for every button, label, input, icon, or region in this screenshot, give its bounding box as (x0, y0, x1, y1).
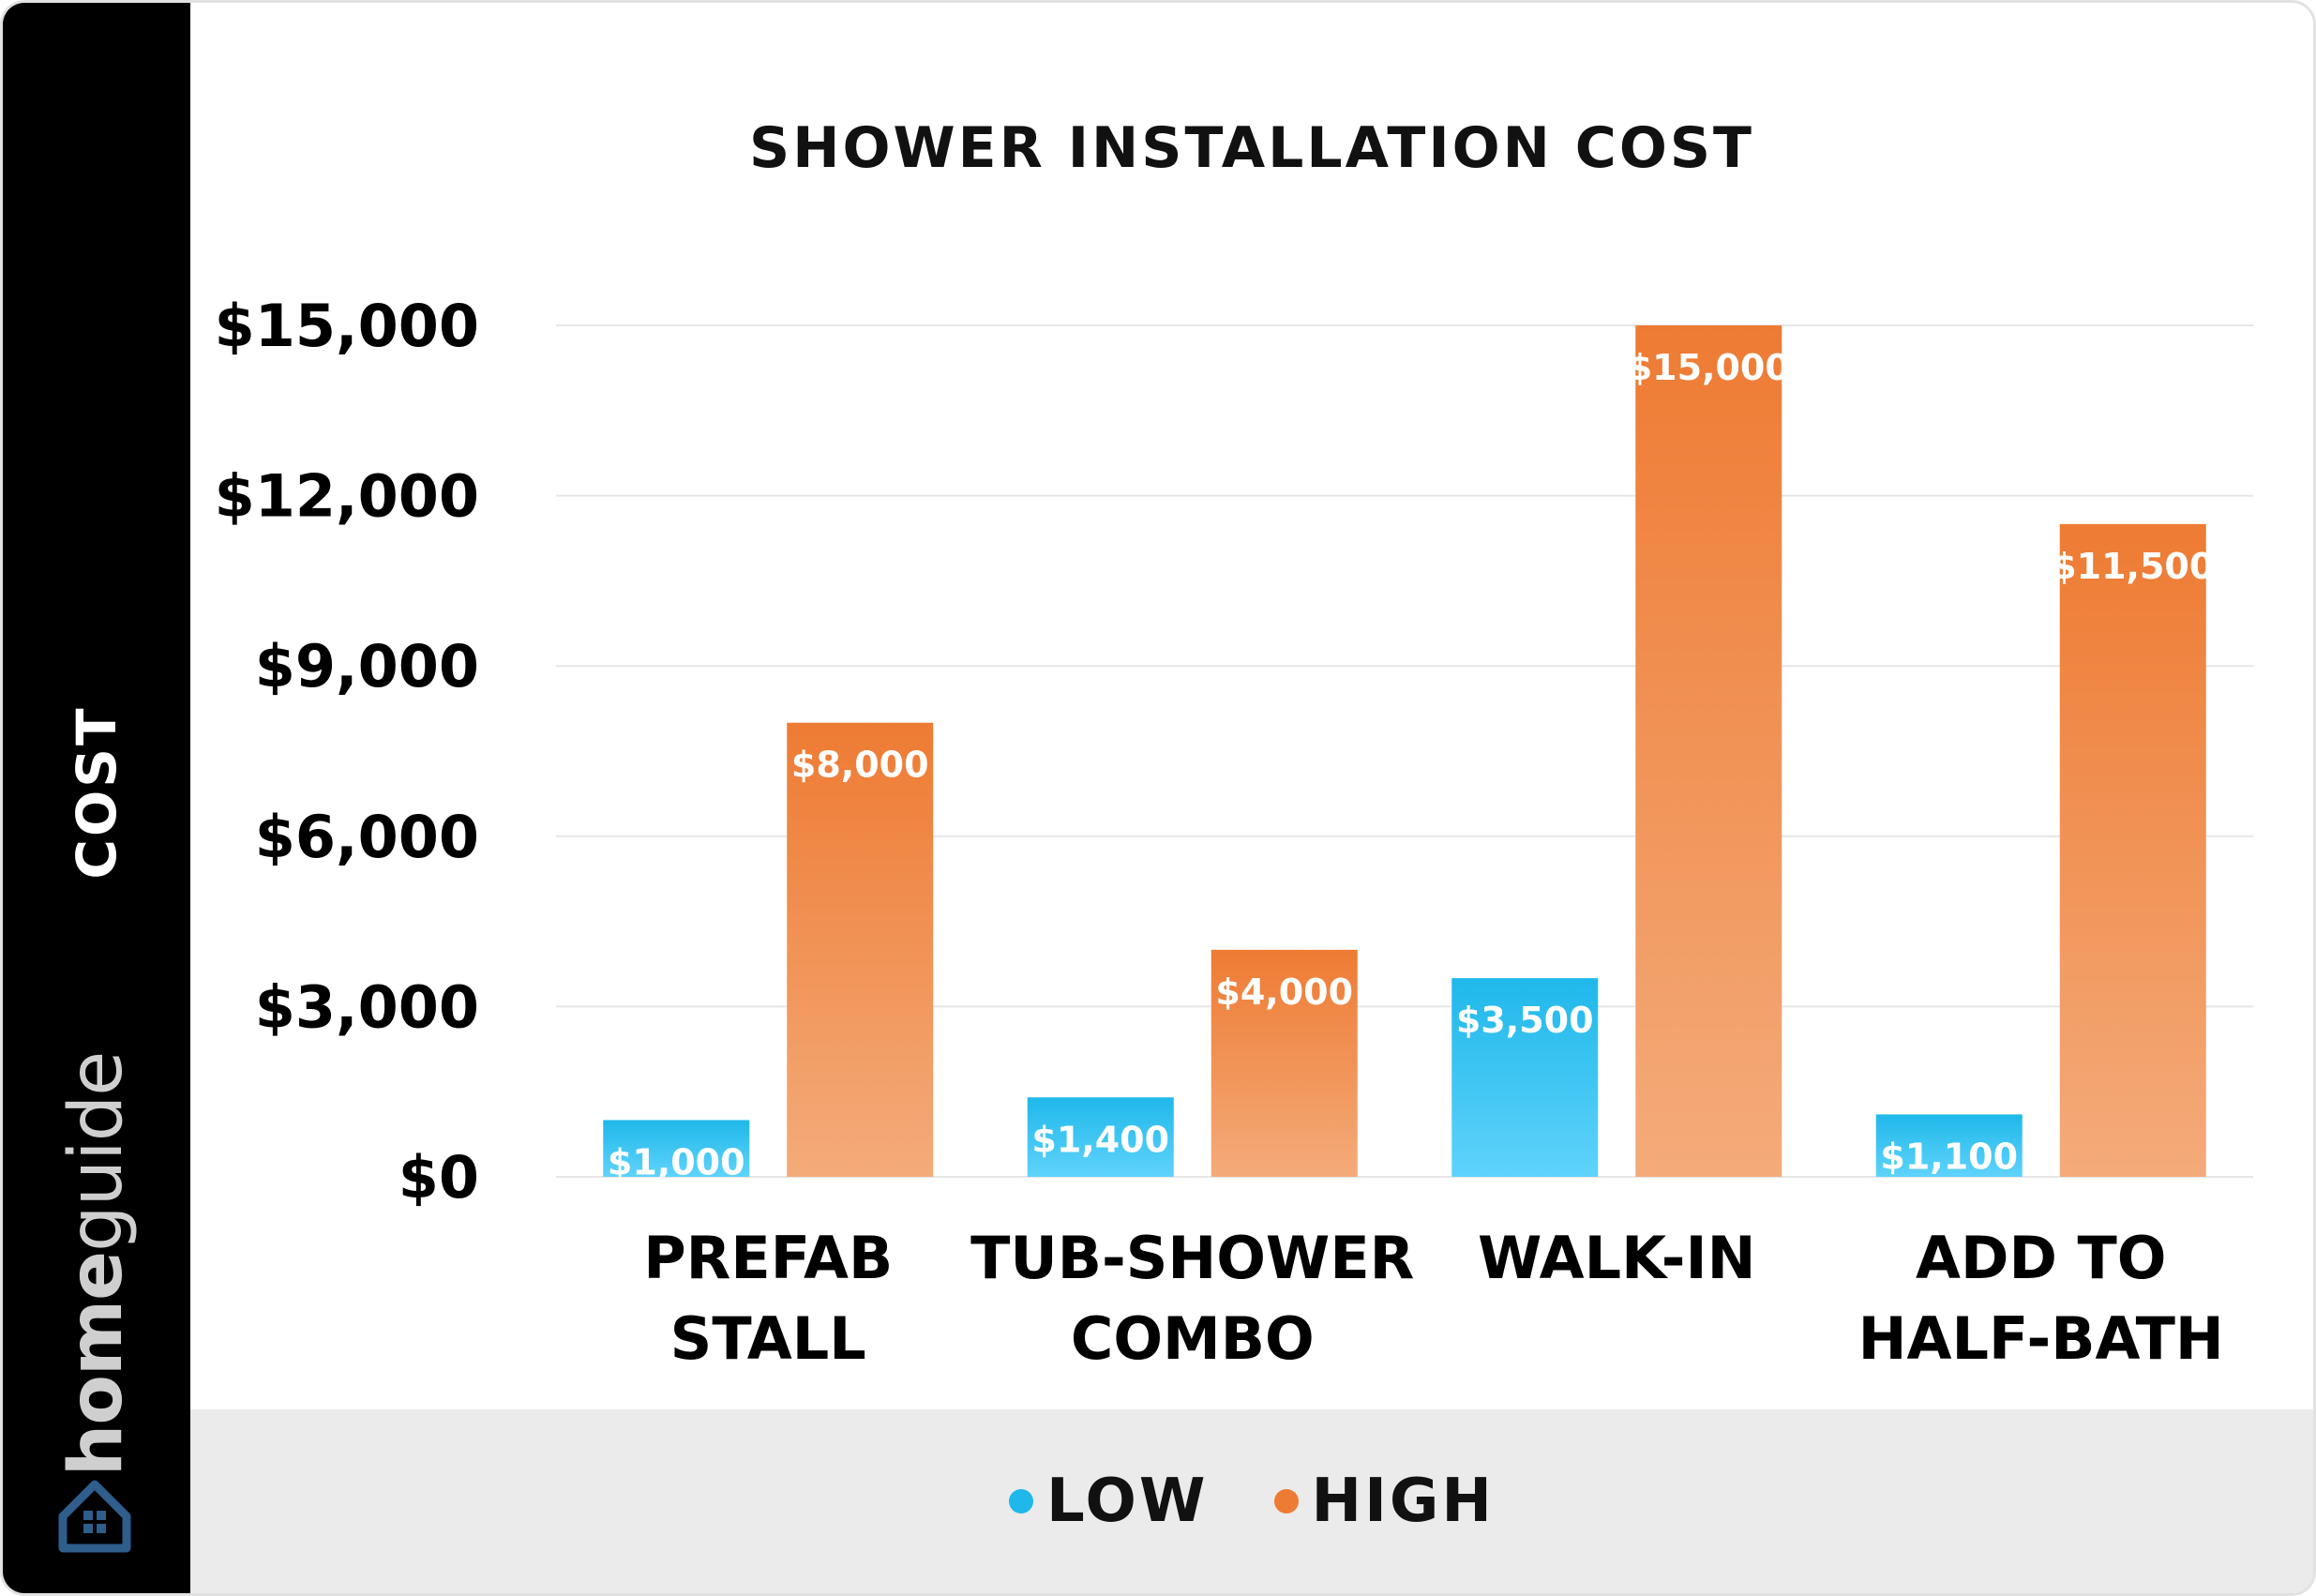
legend-label-high: HIGH (1311, 1467, 1495, 1536)
x-category-label: ADD TO (1916, 1224, 2167, 1292)
bar-low (1875, 1114, 2023, 1177)
bar-value-label-low: $1,400 (1031, 1119, 1169, 1160)
y-tick-label: $9,000 (255, 632, 479, 700)
bar-chart: $0 $3,000 $6,000 $9,000 $12,000 $15,000 $1,000… (215, 292, 2253, 1373)
y-tick-label: $0 (399, 1143, 479, 1212)
bar-high (1211, 949, 1358, 1177)
bar-value-label-low: $3,500 (1456, 1000, 1594, 1041)
sidebar: COST homeguide (3, 3, 190, 1593)
bar-value-label-low: $1,000 (608, 1141, 745, 1182)
x-category-label: WALK-IN (1478, 1224, 1755, 1292)
chart-title: SHOWER INSTALLATION COST (749, 115, 1754, 181)
legend: LOW HIGH (190, 1409, 2313, 1593)
y-tick-label: $15,000 (215, 292, 479, 360)
legend-label-low: LOW (1046, 1467, 1209, 1536)
legend-dot-high (1273, 1489, 1299, 1513)
bar-low (1027, 1097, 1174, 1177)
bar-high (2059, 523, 2206, 1177)
bar-value-label-high: $15,000 (1628, 347, 1790, 388)
legend-item-low: LOW (1009, 1467, 1209, 1536)
x-category-label: PREFAB (643, 1224, 893, 1292)
house-logo-icon (58, 1480, 131, 1553)
legend-dot-low (1009, 1489, 1034, 1513)
legend-item-high: HIGH (1273, 1467, 1495, 1536)
bar-low (603, 1120, 750, 1177)
bar-low (1451, 978, 1599, 1177)
bar-value-label-low: $1,100 (1880, 1136, 2018, 1177)
bar-high (787, 722, 934, 1177)
y-tick-label: $12,000 (215, 462, 479, 531)
x-category-label: STALL (670, 1304, 866, 1373)
bar-high (1635, 325, 1782, 1177)
legend-band: LOW HIGH (190, 1409, 2313, 1593)
x-category-label: HALF-BATH (1858, 1304, 2224, 1373)
bar-value-label-high: $8,000 (791, 745, 929, 786)
bar-value-label-high: $4,000 (1215, 971, 1353, 1013)
bar-value-label-high: $11,500 (2052, 546, 2214, 587)
y-tick-label: $3,000 (255, 972, 479, 1041)
y-tick-label: $6,000 (255, 803, 479, 871)
x-category-label: COMBO (1071, 1304, 1315, 1373)
x-category-label: TUB-SHOWER (970, 1224, 1414, 1292)
